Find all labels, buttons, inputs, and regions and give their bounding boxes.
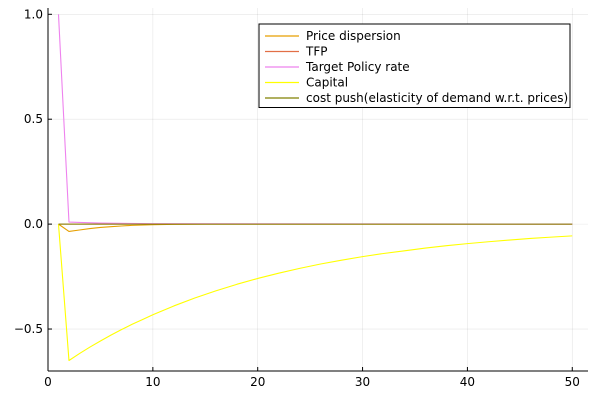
legend-label-3: Capital <box>306 76 348 90</box>
y-tick-label: 1.0 <box>24 7 43 21</box>
series-line-0 <box>58 223 573 233</box>
y-tick-label: 0.0 <box>24 217 43 231</box>
y-tick-label: 0.5 <box>24 112 43 126</box>
x-tick-label: 50 <box>565 375 580 389</box>
legend-label-4: cost push(elasticity of demand w.r.t. pr… <box>306 91 568 105</box>
legend-box <box>258 23 571 108</box>
series-line-3 <box>57 224 573 362</box>
tick-labels: 0 10 20 30 40 50 −0.5 0.0 0.5 1.0 <box>14 7 580 389</box>
x-tick-label: 20 <box>250 375 265 389</box>
grid <box>47 8 588 371</box>
legend-label-2: Target Policy rate <box>305 60 410 74</box>
x-tick-label: 10 <box>145 375 160 389</box>
x-tick-label: 0 <box>44 375 52 389</box>
legend-label-1: TFP <box>305 45 327 59</box>
x-tick-label: 40 <box>460 375 475 389</box>
legend-label-0: Price dispersion <box>306 29 401 43</box>
y-tick-label: −0.5 <box>14 322 43 336</box>
series-lines <box>57 14 573 362</box>
x-tick-label: 30 <box>355 375 370 389</box>
axes <box>47 8 588 372</box>
